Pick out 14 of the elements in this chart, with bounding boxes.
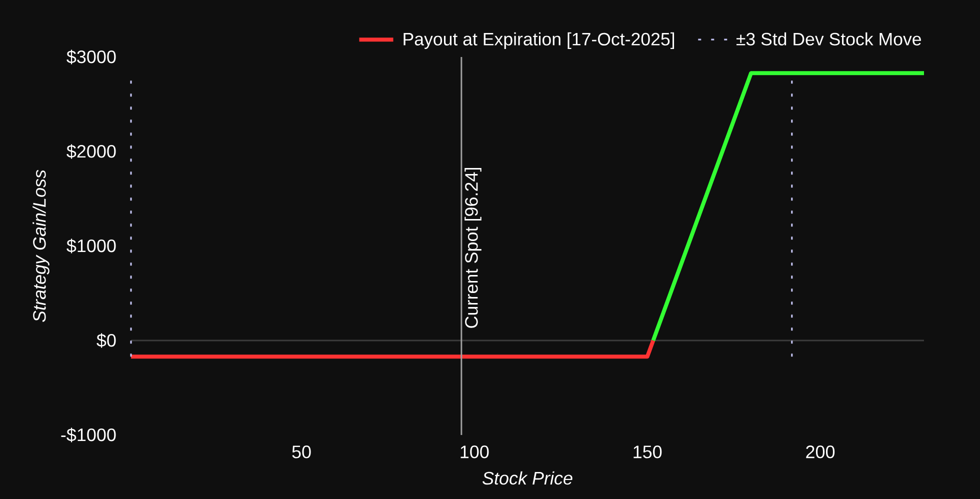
legend-label: ±3 Std Dev Stock Move (736, 32, 921, 46)
y-tick-label: $1000 (66, 238, 116, 254)
x-tick-label: 200 (806, 446, 835, 458)
y-axis-title: Strategy Gain/Loss (32, 170, 50, 322)
ref-line-label: Current Spot [96.24] (464, 168, 482, 328)
x-tick-label: 50 (292, 446, 311, 458)
x-axis-title: Stock Price (482, 471, 572, 485)
legend-label: Payout at Expiration [17-Oct-2025] (404, 32, 674, 50)
x-tick-label: 150 (634, 446, 662, 458)
y-tick-label: $2000 (66, 144, 116, 159)
x-tick-label: 100 (460, 446, 489, 458)
y-tick-label: -$1000 (61, 428, 116, 442)
y-tick-label: $0 (96, 333, 116, 348)
y-tick-label: $3000 (66, 50, 116, 64)
